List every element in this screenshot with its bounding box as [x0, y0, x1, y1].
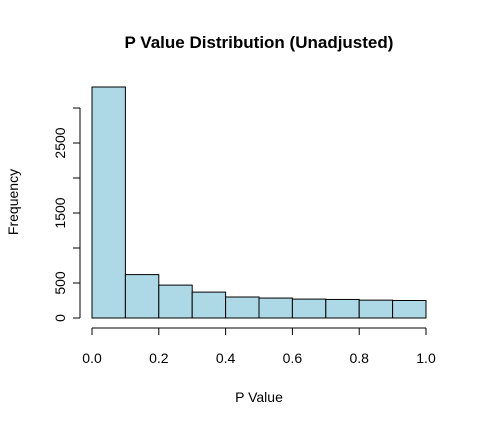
- y-axis-label: Frequency: [5, 169, 21, 235]
- y-tick-label: 2500: [52, 127, 68, 158]
- x-tick-label: 0.6: [283, 350, 303, 366]
- x-tick-label: 0.8: [349, 350, 369, 366]
- histogram-bar: [225, 296, 260, 319]
- histogram-bar: [392, 300, 427, 319]
- y-tick-label: 1500: [52, 197, 68, 228]
- x-axis-label: P Value: [235, 389, 283, 405]
- y-tick-label: 500: [52, 271, 68, 295]
- chart-title: P Value Distribution (Unadjusted): [125, 33, 394, 52]
- histogram-bar: [158, 284, 193, 319]
- histogram-bar: [191, 291, 227, 319]
- histogram-bar: [124, 274, 160, 319]
- histogram-bar: [291, 298, 327, 319]
- histogram-bar: [91, 86, 126, 319]
- histogram-bar: [358, 299, 394, 319]
- x-axis: 0.0 0.2 0.4 0.6 0.8 1.0: [82, 327, 436, 366]
- x-tick-label: 1.0: [416, 350, 436, 366]
- y-tick-label: 0: [52, 314, 68, 322]
- y-axis: 0 500 1500 2500: [52, 107, 81, 322]
- x-tick-label: 0.2: [149, 350, 169, 366]
- x-tick-label: 0.0: [82, 350, 102, 366]
- histogram-bar: [325, 298, 360, 319]
- bars-group: [91, 86, 427, 319]
- histogram-bar: [258, 297, 293, 319]
- x-tick-label: 0.4: [216, 350, 236, 366]
